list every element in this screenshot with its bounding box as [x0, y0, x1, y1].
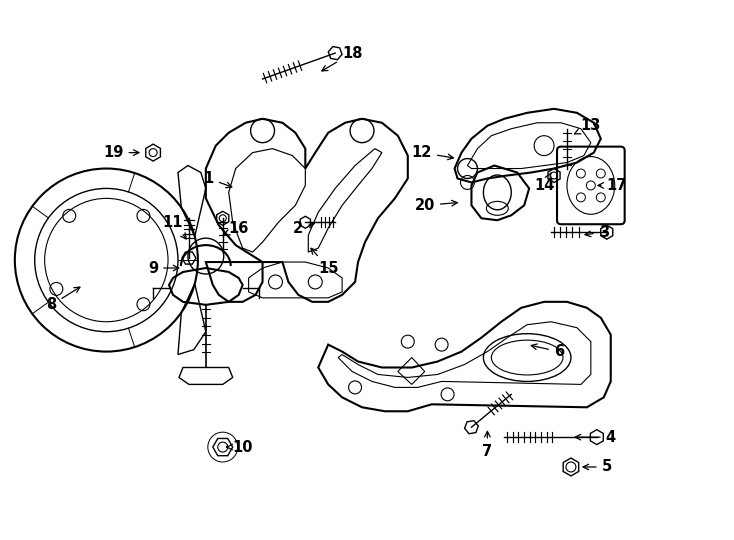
- Text: 11: 11: [163, 215, 186, 239]
- Text: 7: 7: [482, 431, 493, 458]
- Text: 14: 14: [534, 173, 554, 193]
- Text: 13: 13: [575, 118, 601, 134]
- Text: 17: 17: [598, 178, 627, 193]
- Text: 1: 1: [204, 171, 232, 187]
- Text: 8: 8: [46, 287, 80, 312]
- Text: 6: 6: [531, 344, 564, 359]
- Text: 4: 4: [575, 430, 616, 444]
- Text: 15: 15: [311, 248, 338, 275]
- Text: 12: 12: [412, 145, 454, 160]
- Text: 16: 16: [223, 221, 249, 236]
- Text: 20: 20: [415, 198, 457, 213]
- Text: 2: 2: [294, 221, 314, 236]
- Text: 5: 5: [583, 460, 612, 475]
- Text: 18: 18: [321, 45, 363, 71]
- Text: 10: 10: [227, 440, 253, 455]
- Text: 19: 19: [103, 145, 139, 160]
- Text: 3: 3: [585, 225, 608, 240]
- Text: 9: 9: [148, 260, 179, 275]
